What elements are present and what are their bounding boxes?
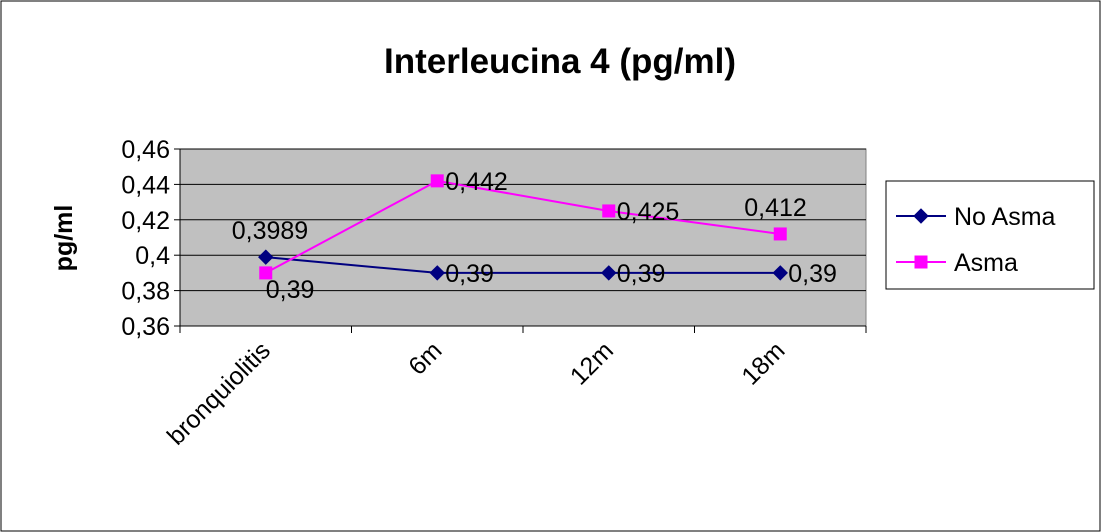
series-asma: 0,39 0,442 0,425 0,412 (259, 168, 807, 304)
data-label: 0,39 (788, 260, 837, 288)
legend-item: No Asma (896, 203, 1056, 231)
y-tick-label: 0,44 (121, 171, 170, 199)
data-point-marker (772, 265, 788, 281)
data-point-marker (601, 265, 617, 281)
legend-marker (914, 255, 928, 269)
series-layer: 0,3989 0,39 0,39 0,39 0,39 0,442 0,425 0,412 (232, 168, 837, 304)
data-point-marker (773, 227, 787, 241)
legend-marker (913, 208, 929, 224)
data-point-marker (259, 266, 273, 280)
plot-background (179, 148, 867, 327)
chart-title: Interleucina 4 (pg/ml) (384, 42, 736, 81)
data-label: 0,425 (617, 198, 680, 226)
y-tick-label: 0,38 (121, 278, 170, 306)
data-label: 0,39 (445, 260, 494, 288)
legend-box (885, 180, 1095, 290)
legend: No Asma Asma (885, 180, 1095, 290)
data-label: 0,442 (445, 168, 508, 196)
series-line (265, 256, 781, 274)
data-point-marker (602, 204, 616, 218)
legend-item: Asma (896, 249, 1018, 277)
data-label: 0,39 (266, 276, 315, 304)
series-line (265, 179, 781, 274)
y-tick-label: 0,36 (121, 313, 170, 341)
data-point-marker (429, 265, 445, 281)
data-label: 0,412 (744, 194, 807, 222)
data-point-marker (430, 174, 444, 188)
y-tick-label: 0,4 (135, 242, 170, 270)
legend-label: Asma (954, 249, 1018, 277)
y-tick-label: 0,46 (121, 136, 170, 164)
data-label: 0,3989 (232, 217, 308, 245)
data-label: 0,39 (617, 260, 666, 288)
series-no-asma: 0,3989 0,39 0,39 0,39 (232, 217, 837, 288)
y-tick-label: 0,42 (121, 207, 170, 235)
legend-label: No Asma (954, 203, 1056, 231)
data-point-marker (258, 249, 274, 265)
y-axis-label: pg/ml (50, 205, 78, 272)
